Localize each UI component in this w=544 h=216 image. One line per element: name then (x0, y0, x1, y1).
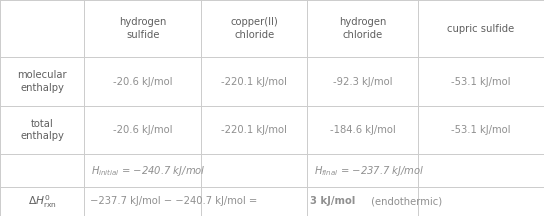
Text: -53.1 kJ/mol: -53.1 kJ/mol (451, 125, 511, 135)
Text: cupric sulfide: cupric sulfide (447, 24, 515, 34)
Text: -53.1 kJ/mol: -53.1 kJ/mol (451, 76, 511, 87)
Text: hydrogen
sulfide: hydrogen sulfide (119, 17, 166, 40)
Text: -92.3 kJ/mol: -92.3 kJ/mol (333, 76, 392, 87)
Text: total
enthalpy: total enthalpy (20, 119, 64, 141)
Text: hydrogen
chloride: hydrogen chloride (339, 17, 386, 40)
Text: (endothermic): (endothermic) (368, 196, 442, 206)
Text: -20.6 kJ/mol: -20.6 kJ/mol (113, 125, 172, 135)
Text: -220.1 kJ/mol: -220.1 kJ/mol (221, 125, 287, 135)
Text: copper(II)
chloride: copper(II) chloride (231, 17, 278, 40)
Text: −237.7 kJ/mol − −240.7 kJ/mol =: −237.7 kJ/mol − −240.7 kJ/mol = (90, 196, 260, 206)
Text: $\Delta H^{\mathregular{0}}_{\mathregular{rxn}}$: $\Delta H^{\mathregular{0}}_{\mathregula… (28, 193, 57, 210)
Text: -20.6 kJ/mol: -20.6 kJ/mol (113, 76, 172, 87)
Text: -184.6 kJ/mol: -184.6 kJ/mol (330, 125, 395, 135)
Text: 3 kJ/mol: 3 kJ/mol (310, 196, 355, 206)
Text: molecular
enthalpy: molecular enthalpy (17, 70, 67, 93)
Text: -220.1 kJ/mol: -220.1 kJ/mol (221, 76, 287, 87)
Text: $H_{\mathregular{final}}$ = −237.7 kJ/mol: $H_{\mathregular{final}}$ = −237.7 kJ/mo… (314, 164, 424, 178)
Text: $H_{\mathregular{initial}}$ = −240.7 kJ/mol: $H_{\mathregular{initial}}$ = −240.7 kJ/… (91, 164, 206, 178)
